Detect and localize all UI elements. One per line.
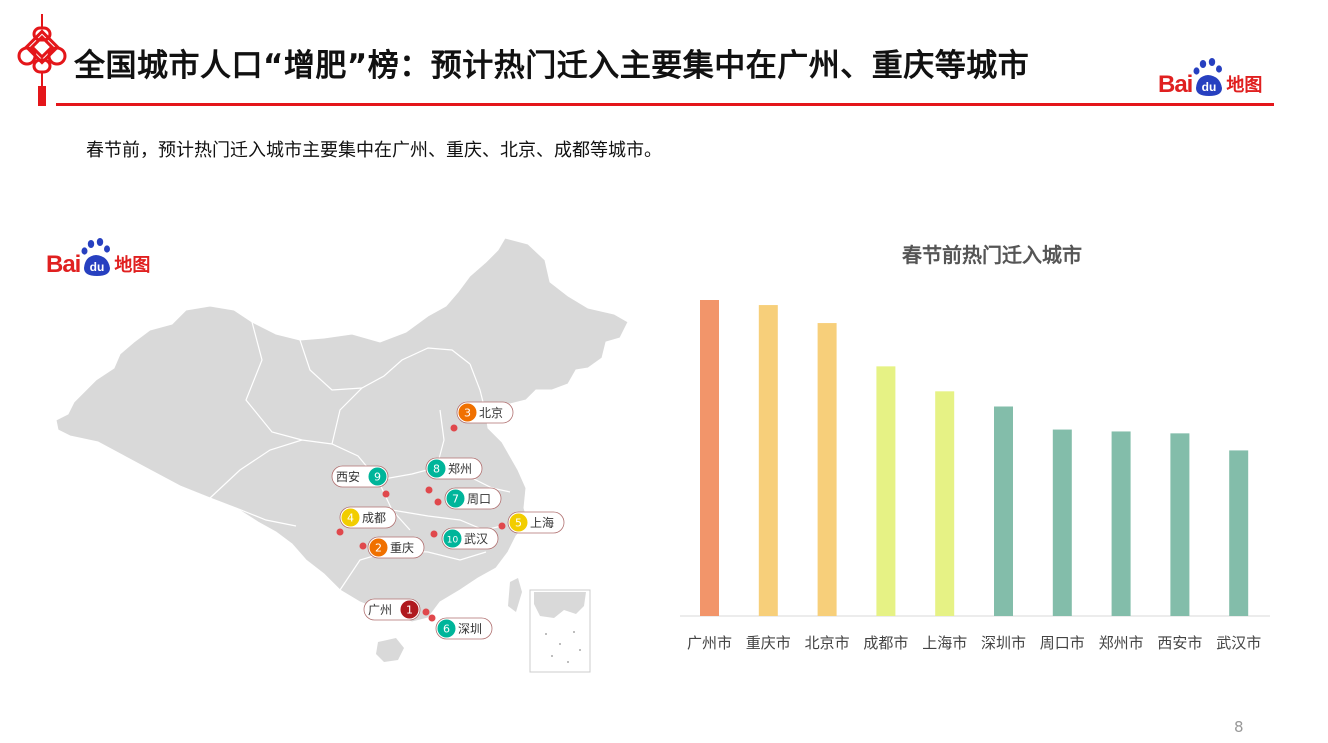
city-dot [382, 490, 390, 498]
bar-8 [1111, 431, 1131, 616]
rank-badge [446, 489, 465, 508]
page-title: 全国城市人口“增肥”榜：预计热门迁入主要集中在广州、重庆等城市 [74, 48, 1030, 84]
city-name: 郑州 [448, 461, 472, 476]
city-name: 上海 [530, 515, 554, 530]
chart-category-labels: 广州市 重庆市 北京市 成都市 上海市 深圳市 周口市 郑州市 西安市 武汉市 [687, 634, 1261, 652]
logo-paw-text: du [1202, 80, 1217, 94]
city-dot [498, 522, 506, 530]
map-marker-6: 6 深圳 [428, 614, 493, 640]
city-dot [359, 542, 367, 550]
bar-10 [1229, 450, 1249, 616]
map-marker-8: 8 郑州 [425, 457, 483, 494]
map-marker-4: 4 成都 [336, 506, 397, 536]
baidu-map-logo: Bai du 地图 [1158, 58, 1262, 98]
category-label-5: 上海市 [922, 634, 967, 652]
map-logo-paw-text: du [90, 260, 105, 274]
category-label-10: 武汉市 [1216, 634, 1261, 652]
map-logo-bai-text: Bai [46, 251, 81, 278]
hainan-island [376, 638, 404, 662]
bar-chart: 春节前热门迁入城市 广州市 重庆市 北京市 成都市 上海市 深圳市 周口市 郑州市 西安市 武汉市 [680, 243, 1270, 652]
city-name: 重庆 [390, 541, 414, 555]
rank-badge [400, 600, 419, 619]
rank-badge [509, 513, 528, 532]
city-name: 广州 [368, 603, 392, 617]
map-marker-10: 10 武汉 [430, 527, 499, 550]
bar-5 [935, 391, 955, 616]
rank-number: 10 [447, 536, 459, 546]
category-label-8: 郑州市 [1099, 634, 1144, 652]
rank-number: 7 [452, 493, 459, 506]
bar-3 [817, 323, 837, 616]
city-name: 周口 [467, 492, 491, 506]
map-marker-1: 1 广州 [363, 598, 430, 621]
title-divider [56, 103, 1274, 106]
bar-9 [1170, 433, 1190, 616]
rank-badge [369, 538, 388, 557]
city-dot [428, 614, 436, 622]
rank-badge [443, 529, 462, 548]
china-map-outline [55, 237, 629, 623]
city-name: 成都 [362, 511, 386, 525]
china-map: 3 北京 8 郑州 9 西安 7 周口 4 成都 5 上海 10 武汉 2 重庆 1 广州 6 深圳 [55, 237, 629, 673]
bar-1 [700, 300, 719, 616]
city-dot [336, 528, 344, 536]
rank-number: 8 [433, 463, 440, 476]
page-number: 8 [1234, 718, 1244, 736]
city-dot [430, 530, 438, 538]
city-name: 武汉 [464, 532, 488, 546]
taiwan-island [508, 578, 522, 612]
category-label-9: 西安市 [1157, 634, 1202, 652]
rank-number: 6 [443, 623, 450, 636]
city-name: 西安 [336, 469, 360, 484]
rank-badge [437, 619, 456, 638]
map-marker-3: 3 北京 [450, 401, 514, 432]
map-baidu-paw-icon: du [81, 238, 111, 276]
map-baidu-logo: Bai du 地图 [46, 238, 150, 278]
city-dot [425, 486, 433, 494]
bar-4 [876, 366, 896, 616]
map-marker-7: 7 周口 [434, 487, 502, 510]
category-label-3: 北京市 [805, 634, 850, 652]
bar-2 [758, 305, 778, 616]
bar-6 [994, 406, 1013, 616]
subtitle-text: 春节前，预计热门迁入城市主要集中在广州、重庆、北京、成都等城市。 [86, 140, 662, 161]
city-name: 北京 [479, 406, 503, 420]
bar-7 [1052, 429, 1072, 616]
south-china-sea-inset-coast [534, 592, 586, 618]
south-china-sea-islands [545, 631, 581, 663]
map-marker-5: 5 上海 [498, 511, 565, 534]
chinese-knot-icon [17, 14, 67, 106]
category-label-6: 深圳市 [981, 634, 1026, 652]
logo-bai-text: Bai [1158, 71, 1193, 98]
rank-number: 9 [374, 471, 381, 484]
chart-title: 春节前热门迁入城市 [901, 243, 1082, 267]
chart-bars [700, 300, 1249, 616]
rank-number: 2 [375, 542, 382, 555]
city-dot [434, 498, 442, 506]
logo-map-text: 地图 [1226, 75, 1263, 96]
rank-number: 5 [515, 517, 522, 530]
rank-number: 1 [406, 604, 413, 617]
rank-number: 3 [464, 407, 471, 420]
category-label-2: 重庆市 [746, 634, 791, 652]
category-label-4: 成都市 [863, 634, 908, 652]
rank-badge [341, 508, 360, 527]
map-marker-9: 9 西安 [331, 465, 390, 498]
rank-badge [458, 403, 477, 422]
city-dot [422, 608, 430, 616]
city-name: 深圳 [458, 622, 482, 636]
map-markers: 3 北京 8 郑州 9 西安 7 周口 4 成都 5 上海 10 武汉 2 重庆 1 广州 6 深圳 [331, 401, 565, 640]
map-logo-map-text: 地图 [114, 255, 151, 276]
map-marker-2: 2 重庆 [359, 536, 425, 559]
rank-badge [427, 459, 446, 478]
category-label-1: 广州市 [687, 634, 732, 652]
city-dot [450, 424, 458, 432]
rank-number: 4 [347, 512, 354, 525]
rank-badge [368, 467, 387, 486]
category-label-7: 周口市 [1040, 634, 1085, 652]
baidu-paw-icon: du [1193, 58, 1223, 96]
